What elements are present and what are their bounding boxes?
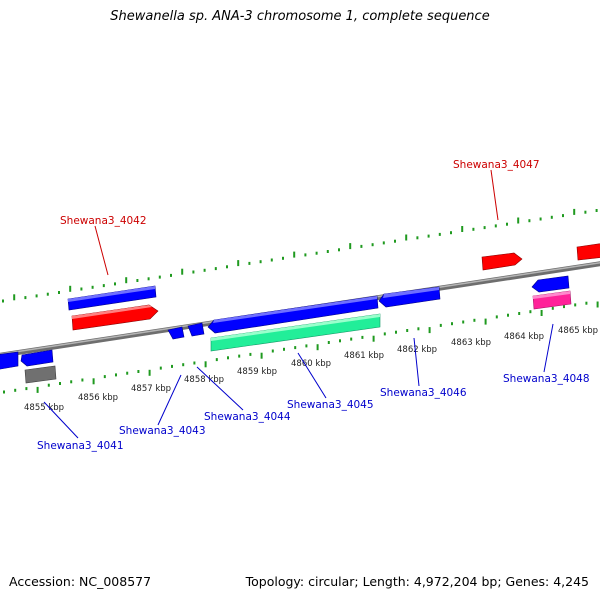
scale-tick-label: 4859 kbp	[237, 367, 277, 377]
scale-tick-label: 4863 kbp	[451, 338, 491, 348]
genome-summary-text: Topology: circular; Length: 4,972,204 bp…	[245, 574, 589, 589]
scale-tick-label: 4856 kbp	[78, 393, 118, 403]
scale-tick-label: 4855 kbp	[24, 403, 64, 413]
scale-labels: 4855 kbp 4856 kbp 4857 kbp 4858 kbp 4859 kbp…	[24, 326, 598, 413]
page-title: Shewanella sp. ANA-3 chromosome 1, compl…	[110, 9, 490, 24]
gene-label-forward[interactable]: Shewana3_4047	[453, 159, 540, 171]
gene-arrow-reverse[interactable]	[167, 326, 185, 340]
gene-arrow-reverse[interactable]	[187, 322, 205, 337]
gene-label-forward[interactable]: Shewana3_4042	[60, 215, 147, 227]
scale-tick-label: 4865 kbp	[558, 326, 598, 336]
accession-text: Accession: NC_008577	[9, 574, 152, 589]
label-leaders	[43, 169, 554, 439]
feature-track	[0, 243, 600, 384]
scale-tick-label: 4857 kbp	[131, 384, 171, 394]
gene-arrow-forward[interactable]	[481, 252, 523, 271]
gene-arrow-reverse[interactable]	[0, 351, 19, 370]
gene-label-reverse[interactable]: Shewana3_4046	[380, 387, 467, 399]
gene-labels: Shewana3_4042 Shewana3_4047 Shewana3_404…	[37, 159, 590, 452]
gene-arrow-reverse[interactable]	[20, 349, 54, 367]
scale-tick-label: 4858 kbp	[184, 375, 224, 385]
forward-strand-ticks	[2, 208, 598, 303]
scale-tick-label: 4861 kbp	[344, 351, 384, 361]
gene-arrow-forward[interactable]	[576, 243, 600, 261]
scale-tick-label: 4864 kbp	[504, 332, 544, 342]
gene-label-reverse[interactable]: Shewana3_4044	[204, 411, 291, 423]
scale-tick-label: 4860 kbp	[291, 359, 331, 369]
gene-arrow-reverse[interactable]	[531, 275, 570, 293]
rna-feature[interactable]	[210, 313, 381, 352]
gene-arrow-forward[interactable]	[71, 304, 159, 331]
pseudo-feature[interactable]	[24, 365, 57, 384]
gene-label-reverse[interactable]: Shewana3_4043	[119, 425, 206, 437]
scale-tick-label: 4862 kbp	[397, 345, 437, 355]
gene-label-reverse[interactable]: Shewana3_4041	[37, 440, 124, 452]
gene-label-reverse[interactable]: Shewana3_4045	[287, 399, 374, 411]
reverse-strand-ticks	[3, 301, 599, 394]
gene-label-reverse[interactable]: Shewana3_4048	[503, 373, 590, 385]
